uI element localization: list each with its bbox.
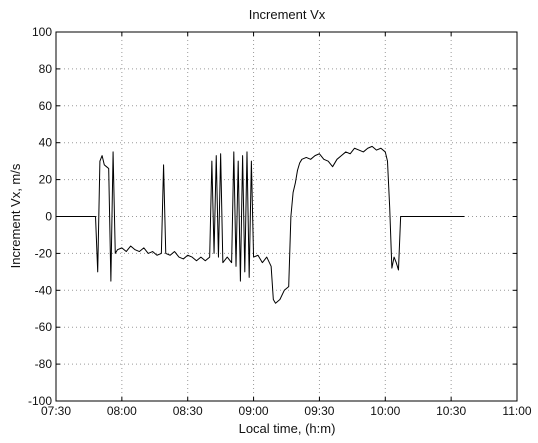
y-tick-label: -40	[35, 283, 53, 297]
y-tick-label: 20	[39, 173, 53, 187]
series-lines	[56, 145, 465, 304]
x-tick-label: 11:00	[502, 404, 531, 418]
x-tick-label: 08:00	[107, 404, 137, 418]
x-tick-label: 08:30	[173, 404, 203, 418]
y-tick-label: 100	[32, 25, 52, 39]
x-tick-label: 09:30	[304, 404, 334, 418]
x-tick-label: 09:00	[239, 404, 269, 418]
y-tick-label: 40	[39, 136, 53, 150]
y-tick-label: -60	[35, 320, 53, 334]
x-axis-label: Local time, (h:m)	[239, 421, 336, 436]
x-tick-label: 10:30	[436, 404, 466, 418]
y-tick-label: 60	[39, 99, 53, 113]
y-tick-label: -20	[35, 246, 53, 260]
y-tick-label: 80	[39, 62, 53, 76]
y-axis-label: Increment Vx, m/s	[8, 163, 23, 268]
series-line	[56, 145, 465, 304]
x-tick-label: 07:30	[41, 404, 71, 418]
y-tick-label: 0	[45, 210, 52, 224]
x-tick-label: 10:00	[370, 404, 400, 418]
y-tick-label: -100	[28, 394, 52, 408]
axis-ticks: 07:30 08:00 08:30 09:00 09:30 10:00 10:30 11:00…	[28, 25, 532, 418]
chart-title: Increment Vx	[249, 7, 326, 22]
y-tick-label: -80	[35, 357, 53, 371]
